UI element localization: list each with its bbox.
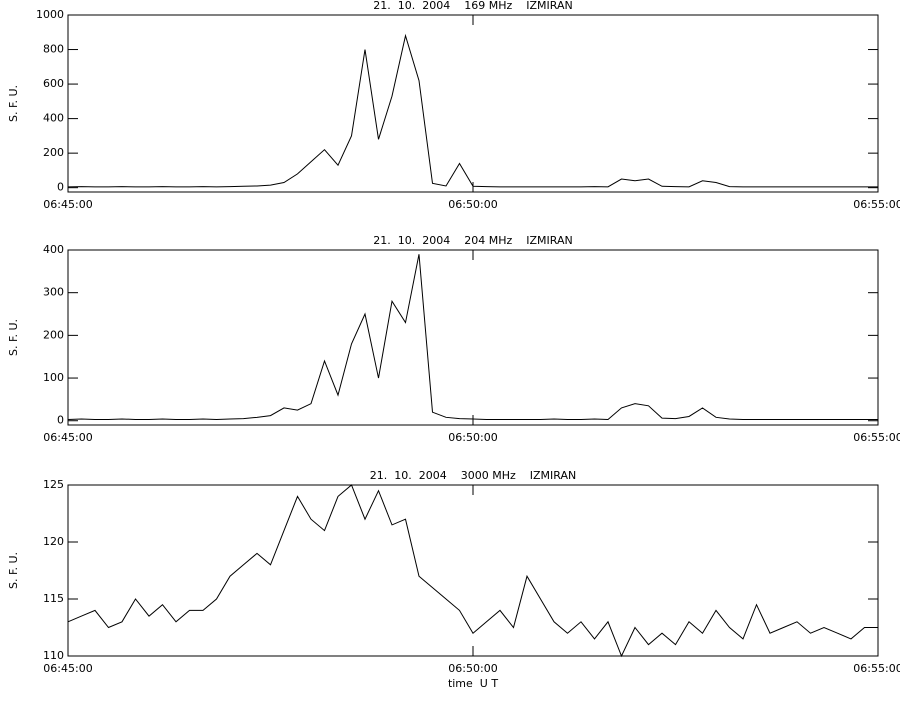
y-tick-label: 115 [43, 592, 64, 605]
chart-title: 21. 10. 2004 3000 MHz IZMIRAN [370, 469, 576, 482]
y-tick-label: 600 [43, 77, 64, 90]
series-line [67, 484, 878, 658]
y-tick-label: 100 [43, 371, 64, 384]
y-tick-label: 0 [57, 414, 64, 427]
y-tick-label: 200 [43, 146, 64, 159]
y-tick-label: 400 [43, 112, 64, 125]
y-tick-label: 0 [57, 181, 64, 194]
chart-title: 21. 10. 2004 169 MHz IZMIRAN [373, 0, 572, 12]
y-tick-label: 200 [43, 328, 64, 341]
x-axis-label: time U T [448, 677, 498, 690]
x-tick-label: 06:45:00 [43, 431, 92, 444]
x-tick-label: 06:55:00 [853, 198, 900, 211]
x-tick-label: 06:55:00 [853, 431, 900, 444]
y-tick-label: 120 [43, 535, 64, 548]
plot-frame [67, 14, 879, 193]
y-tick-label: 300 [43, 286, 64, 299]
x-tick-label: 06:45:00 [43, 662, 92, 675]
x-tick-label: 06:50:00 [448, 198, 497, 211]
x-tick-label: 06:50:00 [448, 662, 497, 675]
y-axis-label: S. F. U. [7, 319, 20, 356]
y-axis-label: S. F. U. [7, 552, 20, 589]
y-tick-label: 110 [43, 649, 64, 662]
x-tick-label: 06:50:00 [448, 431, 497, 444]
y-tick-label: 400 [43, 243, 64, 256]
plot-frame [67, 249, 879, 426]
series-line [67, 254, 878, 420]
x-tick-label: 06:45:00 [43, 198, 92, 211]
y-tick-label: 125 [43, 478, 64, 491]
series-line [67, 33, 878, 188]
chart-title: 21. 10. 2004 204 MHz IZMIRAN [373, 234, 572, 247]
x-tick-label: 06:55:00 [853, 662, 900, 675]
plot-frame [67, 484, 879, 657]
y-tick-label: 800 [43, 43, 64, 56]
y-axis-label: S. F. U. [7, 85, 20, 122]
y-tick-label: 1000 [36, 8, 64, 21]
